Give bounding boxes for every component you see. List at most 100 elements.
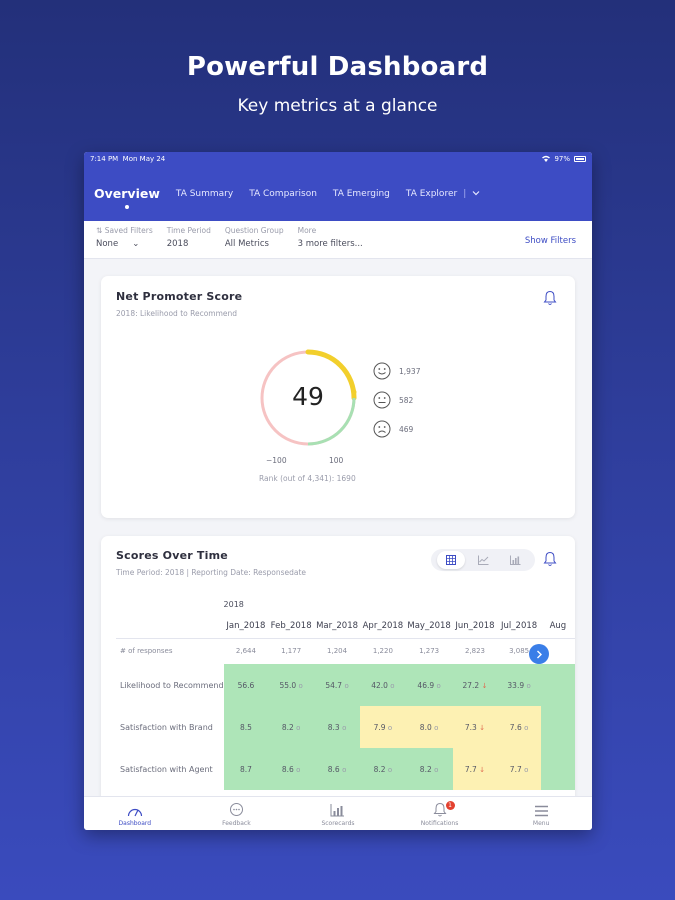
line-view-button[interactable]: [469, 551, 497, 569]
tab-ta-summary[interactable]: TA Summary: [175, 188, 234, 199]
bottom-nav-dashboard[interactable]: Dashboard: [95, 805, 175, 827]
score-cell[interactable]: 8.6 o: [268, 748, 314, 790]
arrow-down-icon: ↓: [481, 681, 488, 690]
scores-card: Scores Over Time Time Period: 2018 | Rep…: [101, 536, 575, 806]
more-filters-select[interactable]: More 3 more filters...: [298, 226, 363, 249]
no-change-icon: o: [524, 723, 529, 732]
month-header-row: Jan_2018 Feb_2018 Mar_2018 Apr_2018 May_2018…: [116, 614, 575, 639]
chevron-down-icon[interactable]: [472, 189, 480, 199]
score-cell[interactable]: 42.0 o: [360, 664, 406, 706]
time-period-value: 2018: [166, 239, 189, 249]
nav-divider: |: [463, 188, 467, 199]
status-date: Mon May 24: [122, 155, 166, 163]
saved-filters-select[interactable]: ⇅ Saved Filters None ⌄: [96, 226, 153, 249]
responses-row: # of responses 2,644 1,177 1,204 1,220 1,273 2…: [116, 638, 575, 664]
score-cell[interactable]: 33.9 o: [497, 664, 541, 706]
score-value: 8.2: [281, 722, 294, 732]
score-cell[interactable]: 8.3 o: [313, 706, 361, 748]
month-header: Mar_2018: [313, 614, 361, 639]
chevron-down-icon: ⌄: [132, 239, 140, 249]
chevron-right-icon: [537, 650, 542, 658]
score-cell[interactable]: 7.3 ↓: [452, 706, 498, 748]
score-value: 7.3: [464, 722, 477, 732]
scores-subtitle: Time Period: 2018 | Reporting Date: Resp…: [116, 568, 307, 577]
promo-subtitle: Key metrics at a glance: [237, 96, 438, 116]
view-toggle: [431, 549, 535, 571]
score-cell[interactable]: 8.2 o: [405, 748, 453, 790]
tab-ta-emerging[interactable]: TA Emerging: [332, 188, 390, 199]
score-value: 27.2: [462, 680, 480, 690]
score-cell[interactable]: 8.2 o: [360, 748, 406, 790]
score-value: 8.2: [419, 764, 432, 774]
score-cell[interactable]: 54.7 o: [313, 664, 361, 706]
nps-card: Net Promoter Score 2018: Likelihood to R…: [101, 276, 575, 518]
bell-icon[interactable]: [543, 551, 557, 571]
score-cell[interactable]: [540, 706, 575, 748]
show-filters-link[interactable]: Show Filters: [524, 236, 576, 246]
bottom-nav-menu[interactable]: Menu: [501, 805, 581, 827]
score-cell[interactable]: 56.6: [223, 664, 269, 706]
arrow-down-icon: ↓: [479, 765, 486, 774]
score-cell[interactable]: 8.5: [223, 706, 269, 748]
score-cell[interactable]: 7.6 o: [497, 706, 541, 748]
score-cell[interactable]: [540, 664, 575, 706]
score-cell[interactable]: 8.0 o: [405, 706, 453, 748]
bar-chart-icon: [330, 804, 345, 817]
score-value: 54.7: [325, 680, 343, 690]
bottom-nav-scorecards[interactable]: Scorecards: [298, 803, 378, 827]
table-row[interactable]: Satisfaction with Agent 8.7 8.6 o 8.6 o 8.2 …: [116, 748, 575, 790]
tab-overview[interactable]: Overview: [94, 186, 160, 201]
score-cell[interactable]: 46.9 o: [405, 664, 453, 706]
nps-title: Net Promoter Score: [116, 290, 243, 303]
grid-icon: [446, 555, 456, 565]
scroll-right-button[interactable]: [529, 644, 549, 664]
table-row[interactable]: Satisfaction with Brand 8.5 8.2 o 8.3 o 7.9 …: [116, 706, 575, 748]
scores-title: Scores Over Time: [116, 549, 228, 562]
no-change-icon: o: [526, 681, 531, 690]
question-group-label: Question Group: [224, 226, 284, 235]
no-change-icon: o: [296, 723, 301, 732]
score-cell[interactable]: 7.7 ↓: [452, 748, 498, 790]
question-group-select[interactable]: Question Group All Metrics: [225, 226, 284, 249]
score-cell[interactable]: 8.2 o: [268, 706, 314, 748]
filter-bar: ⇅ Saved Filters None ⌄ Time Period 2018 Q…: [84, 221, 592, 259]
no-change-icon: o: [342, 723, 347, 732]
more-filters-label: More: [297, 226, 317, 235]
score-cell[interactable]: [540, 748, 575, 790]
score-cell[interactable]: 7.7 o: [497, 748, 541, 790]
table-view-button[interactable]: [437, 551, 465, 569]
bottom-nav-feedback[interactable]: Feedback: [196, 803, 276, 827]
score-cell[interactable]: 8.7: [223, 748, 269, 790]
wifi-icon: [542, 155, 551, 164]
responses-cell: 3,085: [509, 647, 530, 656]
tab-ta-explorer[interactable]: TA Explorer: [405, 188, 458, 199]
no-change-icon: o: [344, 681, 349, 690]
metric-label: Satisfaction with Agent: [120, 764, 213, 774]
month-header: Jun_2018: [452, 614, 498, 639]
bell-icon[interactable]: [543, 290, 557, 310]
bar-view-button[interactable]: [501, 551, 529, 569]
no-change-icon: o: [434, 765, 439, 774]
no-change-icon: o: [524, 765, 529, 774]
bottom-nav-notifications[interactable]: 1 Notifications: [400, 801, 480, 827]
table-corner: [116, 614, 224, 639]
score-value: 7.9: [373, 722, 386, 732]
no-change-icon: o: [436, 681, 441, 690]
tablet-screen: 7:14 PM Mon May 24 97% Overview TA Summa…: [84, 152, 592, 830]
saved-filters-value: None: [96, 239, 119, 249]
smile-icon: [373, 362, 391, 380]
score-cell[interactable]: 27.2 ↓: [452, 664, 498, 706]
responses-label: # of responses: [120, 646, 173, 655]
time-period-select[interactable]: Time Period 2018: [167, 226, 211, 249]
nps-rank: Rank (out of 4,341): 1690: [259, 474, 356, 483]
score-cell[interactable]: 8.6 o: [313, 748, 361, 790]
metric-label: Satisfaction with Brand: [120, 722, 213, 732]
tab-ta-comparison[interactable]: TA Comparison: [249, 188, 317, 199]
score-cell[interactable]: 55.0 o: [268, 664, 314, 706]
filter-icon: ⇅: [96, 226, 103, 235]
score-cell[interactable]: 7.9 o: [360, 706, 406, 748]
top-nav: Overview TA Summary TA Comparison TA Eme…: [84, 166, 592, 221]
score-value: 7.7: [464, 764, 477, 774]
nps-gauge: [260, 349, 357, 446]
